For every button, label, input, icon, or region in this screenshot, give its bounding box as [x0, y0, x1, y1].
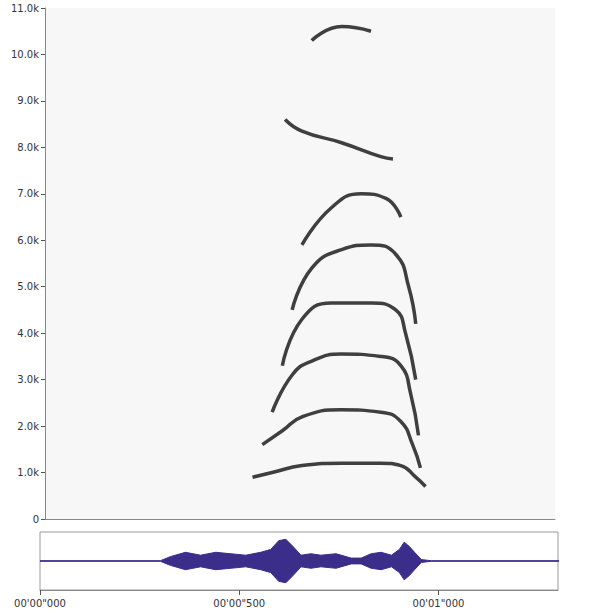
- svg-text:10.0k: 10.0k: [11, 49, 39, 60]
- svg-text:9.0k: 9.0k: [17, 95, 39, 106]
- svg-text:8.0k: 8.0k: [17, 142, 39, 153]
- svg-text:00'01"000: 00'01"000: [413, 598, 465, 609]
- svg-text:6.0k: 6.0k: [17, 235, 39, 246]
- svg-text:00'00"000: 00'00"000: [14, 598, 66, 609]
- svg-text:00'00"500: 00'00"500: [213, 598, 265, 609]
- svg-text:4.0k: 4.0k: [17, 328, 39, 339]
- svg-text:1.0k: 1.0k: [17, 467, 39, 478]
- svg-text:3.0k: 3.0k: [17, 374, 39, 385]
- svg-text:0: 0: [33, 514, 39, 525]
- svg-text:11.0k: 11.0k: [11, 3, 39, 14]
- svg-text:2.0k: 2.0k: [17, 421, 39, 432]
- svg-text:5.0k: 5.0k: [17, 281, 39, 292]
- svg-text:7.0k: 7.0k: [17, 188, 39, 199]
